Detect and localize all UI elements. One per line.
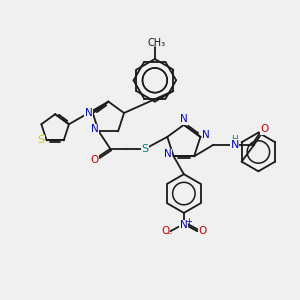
Text: O: O (161, 226, 169, 236)
Text: O: O (91, 155, 99, 165)
Text: S: S (142, 144, 149, 154)
Text: H: H (231, 135, 238, 144)
Text: O: O (261, 124, 269, 134)
Text: N: N (85, 108, 93, 118)
Text: +: + (185, 217, 192, 226)
Text: N: N (180, 114, 188, 124)
Text: N: N (202, 130, 210, 140)
Text: N: N (180, 220, 188, 230)
Text: CH₃: CH₃ (148, 38, 166, 48)
Text: ⁻: ⁻ (167, 231, 172, 241)
Text: S: S (37, 136, 44, 146)
Text: N: N (164, 149, 172, 159)
Text: N: N (91, 124, 99, 134)
Text: O: O (198, 226, 206, 236)
Text: N: N (231, 140, 239, 150)
